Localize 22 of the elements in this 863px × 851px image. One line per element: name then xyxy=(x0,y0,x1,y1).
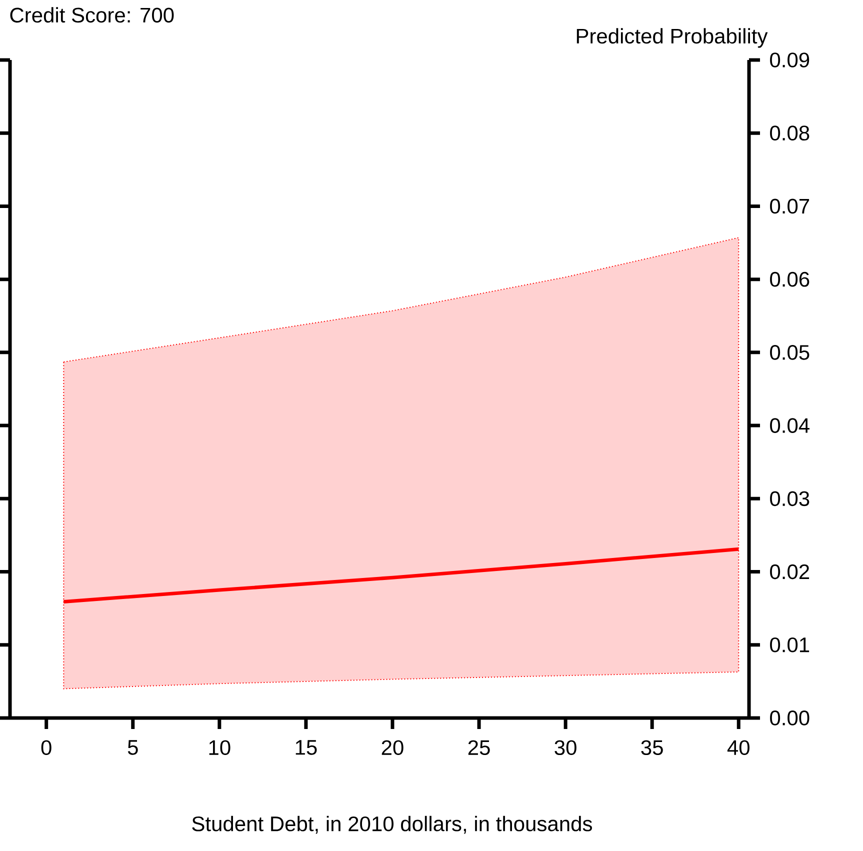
x-tick-label: 20 xyxy=(382,740,404,756)
x-tick-label: 30 xyxy=(554,740,576,756)
y-tick-label: 0.01 xyxy=(770,637,810,652)
y-tick-label: 0.07 xyxy=(770,198,810,214)
x-tick-label: 25 xyxy=(468,740,490,756)
x-tick-label: 15 xyxy=(296,740,317,755)
y-axis-title: Predicted Probability xyxy=(576,28,768,48)
x-axis-title: Student Debt, in 2010 dollars, in thousands xyxy=(192,816,592,834)
y-tick-label: 0.06 xyxy=(770,272,810,287)
y-tick-label: 0.08 xyxy=(770,126,810,141)
x-tick-label: 0 xyxy=(41,740,52,756)
y-tick-label: 0.04 xyxy=(770,418,810,433)
y-tick-label: 0.00 xyxy=(770,710,810,726)
x-tick-label: 35 xyxy=(641,740,663,756)
y-tick-label: 0.02 xyxy=(770,564,810,580)
y-tick-label: 0.03 xyxy=(770,491,810,506)
chart-title: Credit Score: 700 xyxy=(10,7,174,23)
x-tick-label: 40 xyxy=(727,740,750,756)
y-tick-label: 0.05 xyxy=(770,345,810,360)
y-tick-label: 0.09 xyxy=(770,52,810,68)
x-tick-label: 5 xyxy=(128,740,138,755)
x-tick-label: 10 xyxy=(209,740,230,756)
